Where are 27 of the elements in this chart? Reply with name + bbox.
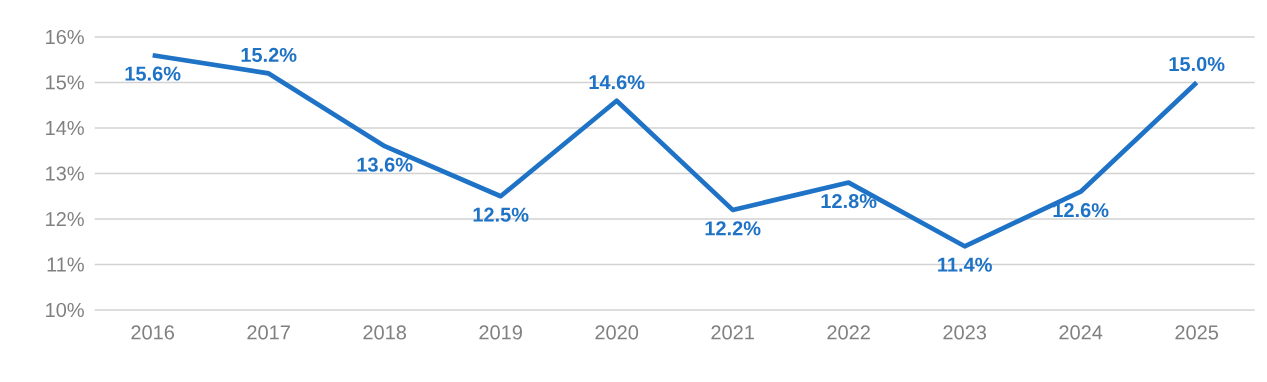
x-tick-label: 2017 [247, 325, 290, 340]
x-tick-label: 2024 [1059, 325, 1103, 340]
x-tick-label: 2022 [827, 325, 870, 340]
data-label: 12.5% [473, 207, 529, 222]
y-tick-label: 12% [46, 211, 84, 227]
x-tick-label: 2019 [479, 325, 522, 340]
data-label: 15.6% [125, 66, 181, 81]
y-tick-label: 13% [46, 166, 84, 181]
y-tick-label: 14% [46, 121, 84, 135]
x-tick-label: 2020 [595, 325, 639, 340]
data-label: 13.6% [357, 157, 413, 172]
data-label: 15.2% [241, 47, 297, 63]
data-label: 11.4% [938, 257, 992, 272]
x-tick-label: 2023 [943, 325, 987, 340]
data-label: 12.6% [1053, 203, 1109, 218]
x-tick-label: 2025 [1175, 325, 1219, 340]
data-label: 15.0% [1169, 56, 1225, 72]
data-label: 12.2% [705, 221, 761, 236]
x-tick-label: 2018 [363, 325, 407, 340]
y-tick-label: 10% [46, 302, 84, 318]
x-tick-label: 2021 [711, 325, 754, 340]
y-tick-label: 16% [46, 29, 84, 45]
x-tick-label: 2016 [131, 325, 175, 340]
data-label: 12.8% [821, 193, 877, 209]
y-tick-label: 15% [46, 75, 84, 90]
y-tick-label: 11% [47, 257, 84, 272]
data-label: 14.6% [589, 75, 645, 90]
